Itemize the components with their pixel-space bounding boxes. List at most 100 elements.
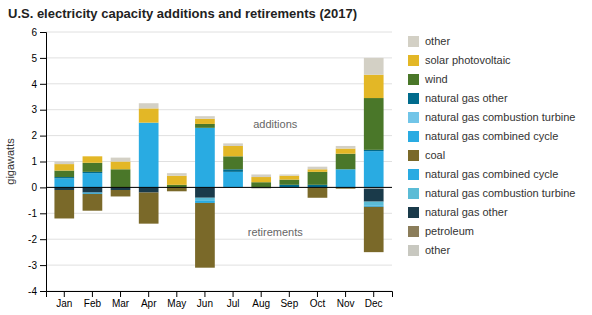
bar (83, 172, 103, 173)
tick-label: -4 (28, 286, 37, 297)
legend-item: other (408, 35, 450, 47)
bar (308, 187, 328, 197)
tick-mark (40, 239, 46, 240)
tick-mark (40, 187, 46, 188)
tick: Mar (112, 291, 130, 309)
bar (251, 177, 271, 182)
y-axis: -4-3-2-10123456 (28, 27, 46, 297)
bar (195, 119, 215, 124)
bar (279, 180, 299, 185)
axis-line (40, 33, 47, 292)
bar (54, 177, 74, 178)
legend-label: petroleum (425, 225, 474, 237)
bar (195, 124, 215, 128)
tick: 6 (31, 27, 46, 38)
series (54, 58, 383, 177)
grid-line (46, 32, 392, 33)
series (54, 75, 383, 185)
bar (364, 75, 384, 98)
series (54, 187, 383, 201)
tick: -1 (28, 208, 46, 219)
bar (195, 187, 215, 197)
legend-label: natural gas combined cycle (425, 130, 558, 142)
bar (336, 154, 356, 170)
tick-label: Apr (141, 298, 157, 309)
tick-label: Aug (252, 298, 270, 309)
legend-item: natural gas combustion turbine (408, 187, 575, 199)
bar (364, 189, 384, 202)
x-axis: JanFebMarAprMayJunJulAugSepOctNovDec (47, 291, 393, 309)
grid-line (46, 135, 392, 136)
legend-swatch (408, 93, 419, 104)
bar (83, 173, 103, 187)
tick: Jan (56, 291, 72, 309)
bar (83, 163, 103, 172)
bar (336, 169, 356, 187)
tick: Jul (227, 291, 240, 309)
tick-label: 6 (31, 27, 37, 38)
tick: 5 (31, 53, 46, 64)
annotation: retirements (248, 226, 304, 238)
series (54, 123, 383, 188)
tick-label: 3 (31, 104, 37, 115)
legend-swatch (408, 188, 419, 199)
tick-mark (40, 213, 46, 214)
tick-mark (40, 265, 46, 266)
tick-mark (204, 291, 205, 297)
bar (139, 193, 159, 224)
tick: Sep (280, 291, 298, 309)
legend-item: wind (408, 73, 448, 85)
bar (54, 164, 74, 170)
tick: Nov (337, 291, 355, 309)
bar (195, 116, 215, 119)
bar (308, 169, 328, 172)
legend-item: coal (408, 149, 445, 161)
legend-label: natural gas combined cycle (425, 168, 558, 180)
legend: othersolar photovoltaicwindnatural gas o… (408, 35, 575, 256)
bar (364, 98, 384, 150)
legend-swatch (408, 150, 419, 161)
grid-line (46, 265, 392, 266)
tick-label: 1 (31, 156, 37, 167)
legend-label: natural gas combustion turbine (425, 187, 575, 199)
title: U.S. electricity capacity additions and … (8, 6, 357, 21)
bar (364, 202, 384, 206)
grid (46, 32, 392, 291)
tick: Oct (310, 291, 326, 309)
bar (364, 206, 384, 207)
tick-mark (233, 291, 234, 297)
tick-mark (40, 32, 46, 33)
zero-line (46, 187, 392, 188)
tick-mark (345, 291, 346, 297)
tick-mark (64, 291, 65, 297)
series (54, 98, 383, 187)
bar (223, 146, 243, 156)
legend-swatch (408, 226, 419, 237)
legend-swatch (408, 36, 419, 47)
tick-label: May (167, 298, 186, 309)
tick: Apr (141, 291, 157, 309)
bar (195, 128, 215, 188)
tick: -3 (28, 260, 46, 271)
bar (279, 174, 299, 175)
tick-label: -1 (28, 208, 37, 219)
tick-mark (40, 291, 46, 292)
legend-label: other (425, 35, 450, 47)
tick: May (167, 291, 186, 309)
legend-swatch (408, 169, 419, 180)
tick: 4 (31, 79, 46, 90)
chart: U.S. electricity capacity additions and … (0, 0, 592, 315)
tick-mark (40, 58, 46, 59)
bar (139, 123, 159, 188)
bar (308, 167, 328, 170)
tick-mark (373, 291, 374, 297)
tick-label: Oct (310, 298, 326, 309)
tick: Dec (365, 291, 383, 309)
grid-line (46, 213, 392, 214)
legend-label: other (425, 244, 450, 256)
bar (195, 203, 215, 268)
bar (139, 187, 159, 192)
bar (167, 176, 187, 185)
bar (223, 156, 243, 169)
legend-item: natural gas other (408, 206, 508, 218)
